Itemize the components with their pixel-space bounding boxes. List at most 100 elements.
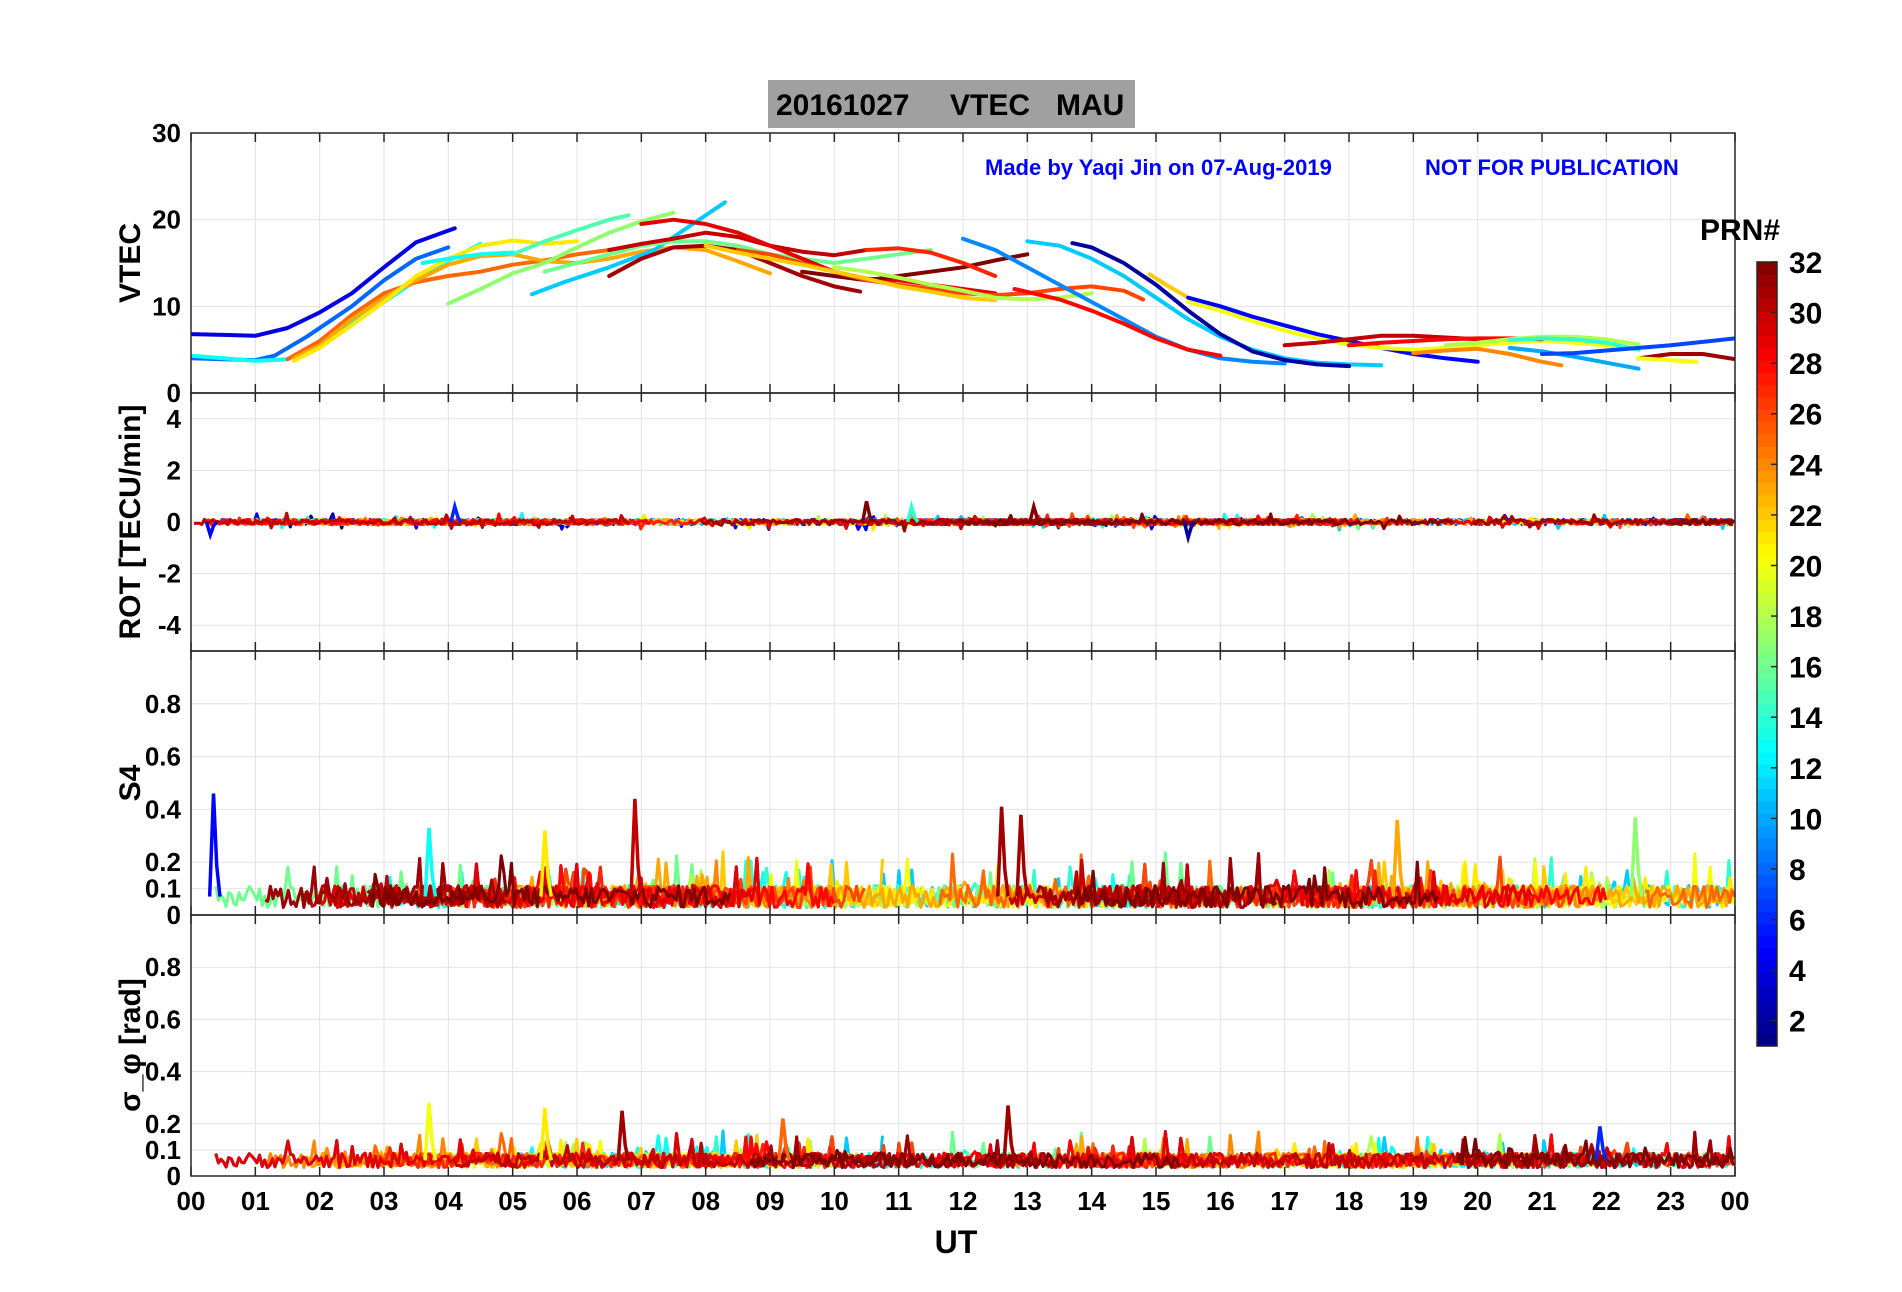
colorbar-swatch — [1757, 813, 1777, 827]
colorbar-swatch — [1757, 347, 1777, 361]
y-tick-label: 0 — [167, 1161, 181, 1191]
colorbar-swatch — [1757, 617, 1777, 631]
colorbar-swatch — [1757, 531, 1777, 545]
rot-trace-prn-30 — [193, 511, 630, 530]
sigma_phi-trace-prn-32 — [748, 1149, 1181, 1170]
colorbar-tick-label: 2 — [1789, 1006, 1806, 1039]
x-tick-label: 09 — [756, 1186, 785, 1216]
colorbar-tick-label: 6 — [1789, 905, 1806, 938]
title-background — [768, 80, 1135, 128]
rot-peak-prn-32 — [860, 500, 875, 523]
sigma_phi-peak-prn-21 — [539, 1107, 553, 1161]
x-tick-label: 22 — [1592, 1186, 1621, 1216]
colorbar-swatch — [1757, 384, 1777, 398]
vtec-trace-prn-20 — [1636, 356, 1699, 364]
colorbar-tick-label: 14 — [1789, 702, 1823, 735]
x-tick-label: 06 — [563, 1186, 592, 1216]
vtec-trace-prn-20 — [1186, 300, 1641, 352]
x-tick-label: 07 — [627, 1186, 656, 1216]
y-tick-label: 0.6 — [145, 742, 181, 772]
colorbar-swatch — [1757, 948, 1777, 961]
y-tick-label: 0 — [167, 900, 181, 930]
colorbar-swatch — [1757, 776, 1777, 790]
s4-peak-prn-23 — [1391, 819, 1406, 897]
vtec-trace-prn-27 — [864, 246, 998, 278]
colorbar-tick-label: 16 — [1789, 652, 1822, 685]
colorbar-swatch — [1757, 372, 1777, 386]
sigma_phi-trace-prn-30 — [1160, 1134, 1627, 1170]
colorbar-tick-label: 26 — [1789, 399, 1822, 432]
colorbar-tick-label: 20 — [1789, 550, 1822, 583]
vtec-trace-prn-31 — [1636, 352, 1735, 362]
y-tick-label: 0 — [167, 507, 181, 537]
colorbar-swatch — [1757, 494, 1777, 508]
vtec-trace-prn-21 — [291, 238, 579, 363]
s4-trace-prn-25 — [1645, 884, 1735, 909]
colorbar-swatch — [1757, 396, 1777, 410]
rot-trace-prn-32 — [1666, 518, 1735, 527]
colorbar-swatch — [1757, 1009, 1777, 1023]
colorbar-swatch — [1757, 507, 1777, 520]
colorbar-swatch — [1757, 298, 1777, 312]
colorbar-swatch — [1757, 421, 1777, 435]
title-date: 20161027 — [776, 89, 909, 122]
rot-peak-prn-6 — [449, 499, 463, 523]
colorbar-tick-label: 10 — [1789, 803, 1822, 836]
x-tick-label: 23 — [1656, 1186, 1685, 1216]
colorbar-swatch — [1757, 311, 1777, 324]
vtec-trace-prn-24 — [1411, 346, 1564, 368]
colorbar-swatch — [1757, 592, 1777, 606]
x-tick-label: 21 — [1528, 1186, 1557, 1216]
colorbar-swatch — [1757, 801, 1777, 814]
s4-peak-prn-21 — [539, 830, 553, 897]
rot-peak-prn-5 — [204, 520, 219, 541]
colorbar-swatch — [1757, 482, 1777, 496]
vtec-trace-prn-4 — [191, 226, 457, 338]
sigma_phi-peak-prn-20 — [423, 1102, 438, 1161]
y-tick-label: -4 — [158, 610, 182, 640]
colorbar-tick-label: 12 — [1789, 753, 1822, 786]
x-tick-label: 00 — [177, 1186, 206, 1216]
colorbar-swatch — [1757, 678, 1777, 692]
x-tick-label: 01 — [241, 1186, 270, 1216]
colorbar-swatch — [1757, 360, 1777, 373]
y-tick-label: 0.1 — [145, 1135, 181, 1165]
y-tick-label: 10 — [152, 291, 181, 321]
x-tick-label: 04 — [434, 1186, 463, 1216]
vtec-trace-prn-5 — [1186, 295, 1480, 364]
sigma_phi-peak-prn-6 — [1594, 1126, 1609, 1161]
y-tick-label: 20 — [152, 205, 181, 235]
sigma_phi-trace-prn-30 — [452, 1141, 919, 1169]
x-tick-label: 16 — [1206, 1186, 1235, 1216]
y-tick-label: 0.4 — [145, 1057, 182, 1087]
colorbar-tick-label: 30 — [1789, 298, 1822, 331]
colorbar-swatch — [1757, 715, 1777, 729]
vtec-trace-prn-22 — [703, 243, 998, 303]
colorbar-swatch — [1757, 262, 1777, 275]
panel-sigma_phi: 00.10.2 0.4 0.6 0.8σ_φ [rad] — [114, 914, 1736, 1191]
colorbar-tick-label: 32 — [1789, 247, 1822, 280]
s4-peak-prn-30 — [629, 798, 644, 897]
colorbar-swatch — [1757, 1021, 1777, 1035]
x-tick-labels: 00 01 02 03 04 05 06 07 08 09 10 11 12 13 14 15 16 17 18 19… — [177, 1186, 1750, 1216]
x-axis-label: UT — [935, 1224, 978, 1260]
colorbar-swatch — [1757, 458, 1777, 471]
colorbar-tick-label: 4 — [1789, 955, 1806, 988]
x-tick-label: 18 — [1335, 1186, 1364, 1216]
colorbar-swatch — [1757, 703, 1777, 716]
x-tick-label: 00 — [1721, 1186, 1750, 1216]
traces-sigma_phi — [214, 1102, 1735, 1170]
colorbar-swatch — [1757, 654, 1777, 667]
y-tick-label: 0.2 — [145, 847, 181, 877]
colorbar-label: PRN# — [1700, 214, 1780, 247]
colorbar-swatch — [1757, 850, 1777, 863]
y-axis-label-s4: S4 — [114, 764, 147, 801]
colorbar-swatch — [1757, 923, 1777, 937]
colorbar-swatch — [1757, 997, 1777, 1010]
y-tick-label: 0.1 — [145, 874, 181, 904]
colorbar-swatch — [1757, 580, 1777, 594]
colorbar-swatch — [1757, 886, 1777, 900]
y-tick-label: -2 — [158, 559, 181, 589]
y-tick-label: 4 — [167, 404, 182, 434]
colorbar-swatch — [1757, 556, 1777, 569]
